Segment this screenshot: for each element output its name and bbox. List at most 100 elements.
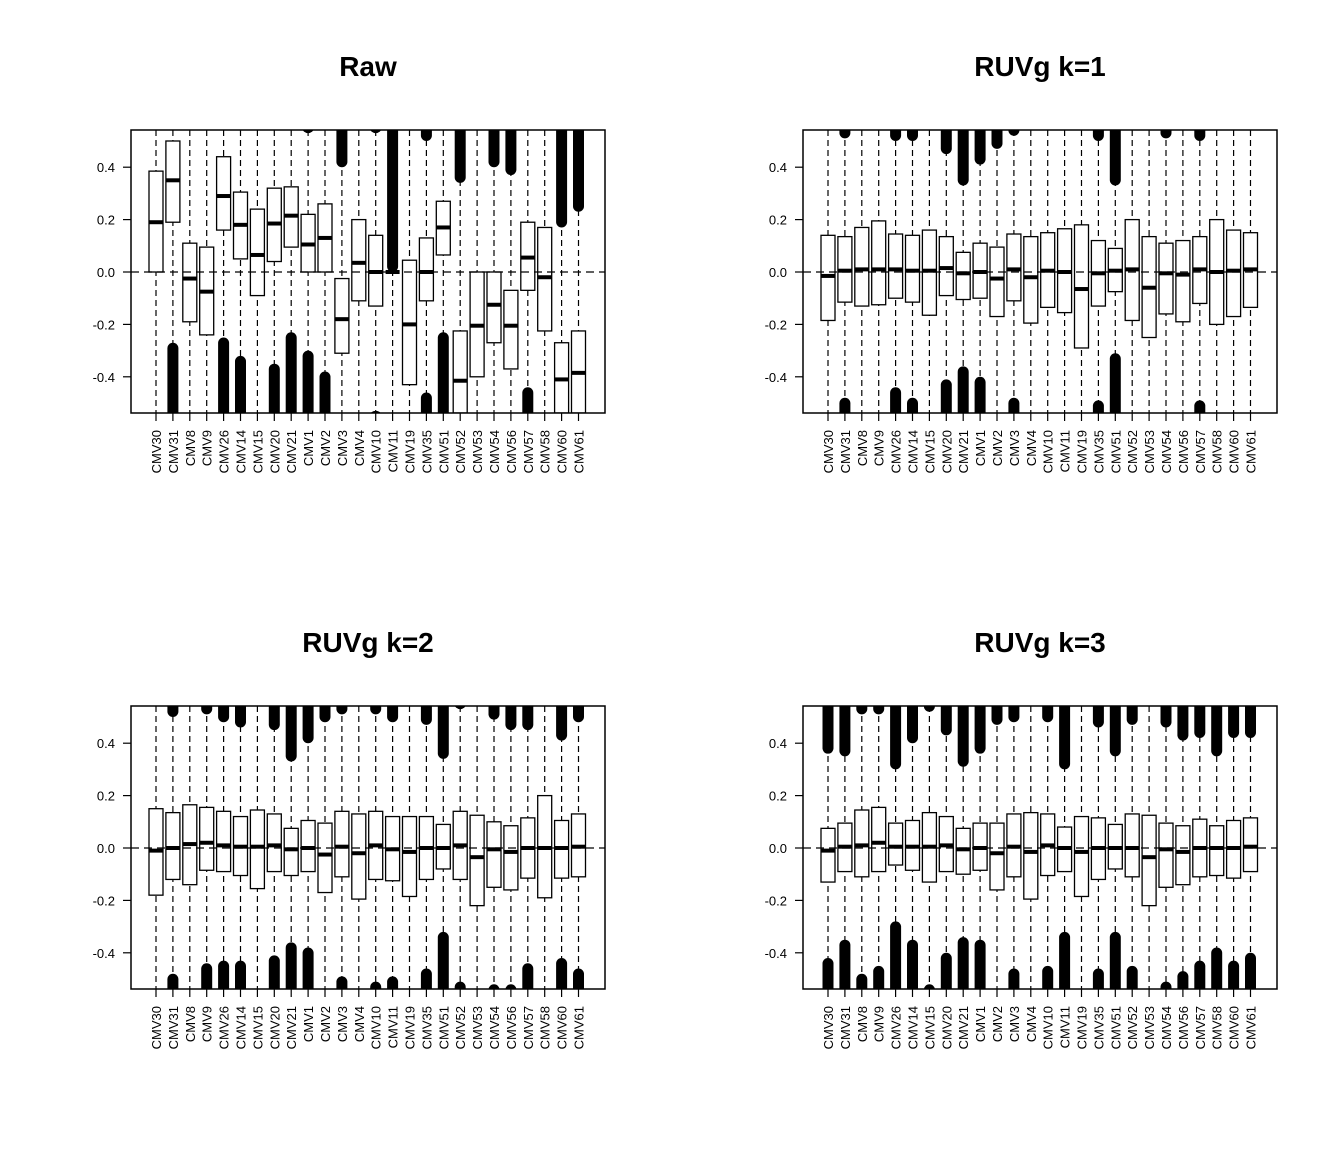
x-tick-label: CMV51 (1108, 1006, 1123, 1049)
box-body (989, 246, 1005, 318)
outliers-low (1059, 931, 1071, 989)
box-body (469, 814, 485, 907)
box-CMV21 (283, 706, 299, 989)
x-tick-label: CMV21 (956, 430, 971, 473)
outliers-high (235, 706, 246, 728)
box-body (820, 827, 836, 883)
outliers-high (907, 130, 918, 141)
x-tick-label: CMV57 (1193, 1006, 1208, 1049)
box-CMV21 (955, 706, 971, 989)
x-tick-label: CMV4 (352, 1006, 367, 1042)
box-body (418, 237, 435, 302)
outliers-high (522, 706, 534, 731)
x-tick-label: CMV3 (335, 1006, 350, 1042)
x-tick-label: CMV61 (1244, 1006, 1259, 1049)
box-body (1175, 825, 1191, 886)
box-body (1158, 822, 1174, 888)
outliers-high (957, 130, 969, 186)
x-tick-label: CMV61 (572, 1006, 587, 1049)
outliers-high (319, 706, 331, 723)
outliers-high (1177, 706, 1189, 741)
outliers-low (1126, 965, 1138, 989)
box-body (1225, 229, 1242, 318)
box-body (351, 218, 367, 302)
x-tick-label: CMV58 (538, 430, 553, 473)
box-CMV53 (469, 130, 485, 413)
x-tick-label: CMV14 (906, 1006, 921, 1049)
x-tick-label: CMV58 (1210, 430, 1225, 473)
x-tick-label: CMV60 (1227, 430, 1242, 473)
outliers-low (1194, 960, 1206, 989)
x-tick-label: CMV14 (234, 1006, 249, 1049)
x-tick-label: CMV9 (200, 1006, 215, 1042)
chart-title: RUVg k=2 (302, 627, 434, 658)
x-tick-label: CMV53 (470, 430, 485, 473)
box-CMV1 (972, 130, 988, 413)
box-body (1124, 813, 1140, 878)
x-tick-label: CMV15 (922, 430, 937, 473)
box-CMV30 (148, 130, 164, 413)
outliers-low (1092, 968, 1104, 989)
box-CMV54 (1158, 130, 1174, 413)
x-tick-label: CMV26 (217, 430, 232, 473)
box-CMV20 (266, 130, 282, 413)
outliers-high (1160, 706, 1172, 728)
x-tick-label: CMV1 (973, 430, 988, 466)
x-tick-label: CMV3 (1007, 1006, 1022, 1042)
outliers-high (1109, 706, 1121, 757)
x-tick-label: CMV20 (267, 430, 282, 473)
x-tick-label: CMV31 (838, 430, 853, 473)
box-CMV9 (199, 706, 215, 989)
box-body (266, 813, 282, 873)
box-body (1209, 825, 1225, 877)
box-CMV60 (1225, 706, 1242, 989)
outliers-high (454, 706, 466, 710)
x-tick-label: CMV60 (555, 1006, 570, 1049)
outliers-low (302, 947, 314, 989)
box-body (1073, 815, 1090, 898)
box-CMV2 (317, 706, 333, 989)
outliers-high (1008, 706, 1020, 723)
x-tick-label: CMV20 (939, 1006, 954, 1049)
y-tick-label: 0.2 (769, 213, 787, 228)
outliers-high (336, 130, 348, 168)
x-tick-label: CMV1 (301, 430, 316, 466)
outliers-low (522, 963, 534, 989)
box-CMV51 (435, 130, 451, 413)
plot-area (803, 706, 1277, 989)
box-body (503, 825, 519, 891)
outliers-high (1228, 706, 1240, 738)
outliers-low (1008, 397, 1020, 413)
x-tick-label: CMV19 (403, 1006, 418, 1049)
x-tick-label: CMV56 (1176, 1006, 1191, 1049)
box-CMV60 (553, 130, 570, 413)
x-tick-label: CMV2 (318, 1006, 333, 1042)
box-CMV57 (520, 130, 536, 413)
x-tick-label: CMV4 (352, 430, 367, 466)
chart-title: RUVg k=3 (974, 627, 1106, 658)
x-tick-label: CMV57 (521, 430, 536, 473)
y-tick-label: -0.2 (93, 893, 115, 908)
outliers-low (890, 387, 902, 413)
x-tick-label: CMV57 (1193, 430, 1208, 473)
box-body (1023, 235, 1039, 324)
outliers-high (923, 706, 935, 712)
box-CMV53 (1141, 130, 1157, 413)
box-body (871, 220, 887, 306)
outliers-low (974, 376, 986, 413)
outliers-high (1245, 706, 1256, 738)
box-body (452, 330, 468, 413)
outliers-high (420, 130, 432, 141)
x-tick-label: CMV19 (1075, 1006, 1090, 1049)
box-CMV30 (820, 130, 836, 413)
outliers-high (488, 130, 500, 168)
box-body (334, 277, 350, 354)
outliers-low (907, 397, 918, 413)
x-tick-label: CMV26 (889, 1006, 904, 1049)
outliers-high (167, 706, 179, 717)
outliers-low (1160, 981, 1172, 989)
box-body (1141, 814, 1157, 907)
box-CMV30 (148, 706, 164, 989)
x-tick-label: CMV35 (419, 430, 434, 473)
box-body (317, 822, 333, 894)
